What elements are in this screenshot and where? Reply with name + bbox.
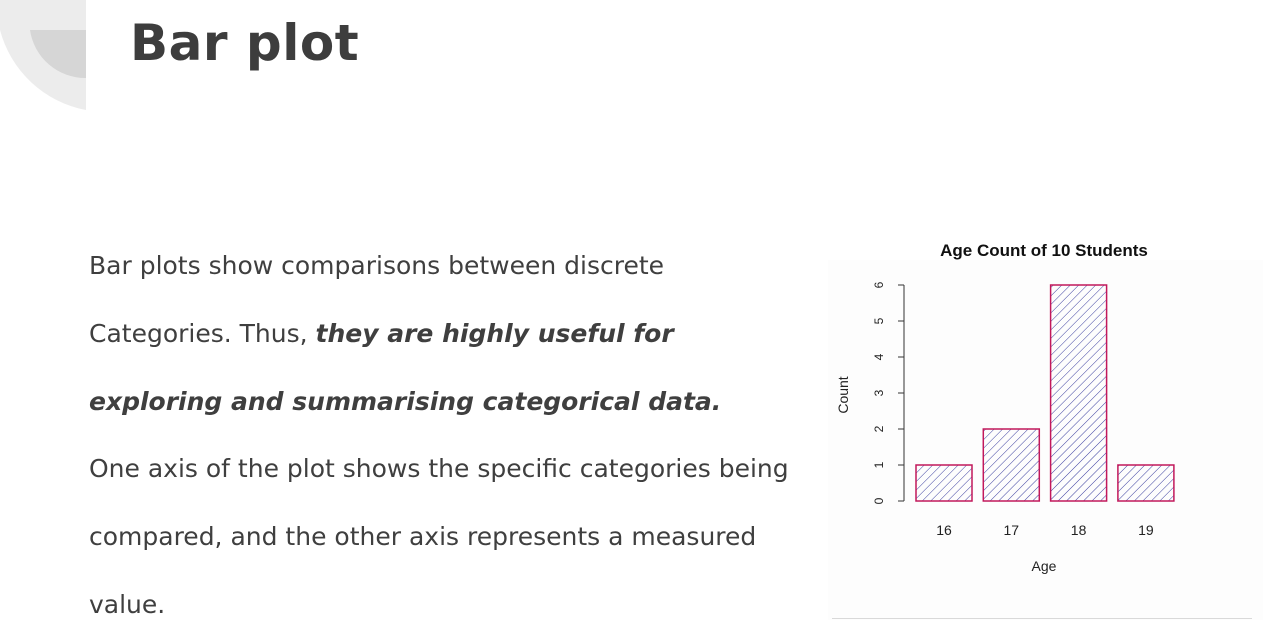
bar-17	[982, 428, 1041, 502]
x-tick-label: 19	[1138, 522, 1154, 538]
y-tick-label: 4	[872, 353, 886, 360]
paragraph-2: One axis of the plot shows the specific …	[89, 454, 789, 619]
bar-16	[915, 464, 973, 502]
page-title: Bar plot	[130, 14, 360, 72]
chart-title: Age Count of 10 Students	[940, 241, 1148, 260]
bar-chart: Age Count of 10 Students 0 1 2 3 4 5 6 16 17 18 1…	[828, 230, 1263, 625]
y-tick-label: 6	[872, 281, 886, 288]
y-tick-label: 2	[872, 425, 886, 432]
paragraph-1-plain: Bar plots show comparisons between discr…	[89, 251, 665, 348]
chart-svg: Age Count of 10 Students 0 1 2 3 4 5 6 16 17 18 1…	[835, 241, 1175, 574]
y-tick-label: 1	[872, 461, 886, 468]
bar-19	[1117, 464, 1175, 502]
body-text: Bar plots show comparisons between discr…	[89, 232, 809, 639]
chart-panel	[828, 260, 1263, 620]
y-tick-label: 3	[872, 389, 886, 396]
y-tick-label: 0	[872, 497, 886, 504]
paragraph-1: Bar plots show comparisons between discr…	[89, 232, 809, 435]
y-axis-label: Count	[835, 376, 851, 413]
y-tick-label: 5	[872, 317, 886, 324]
corner-decoration	[0, 0, 86, 110]
chart-divider	[832, 618, 1252, 619]
x-tick-label: 18	[1071, 522, 1087, 538]
paragraph-1-emphasis: they are highly useful for exploring and…	[89, 318, 722, 416]
x-tick-label: 16	[936, 522, 952, 538]
x-tick-label: 17	[1004, 522, 1020, 538]
bar-18	[1049, 284, 1108, 502]
x-axis-label: Age	[1032, 558, 1057, 574]
